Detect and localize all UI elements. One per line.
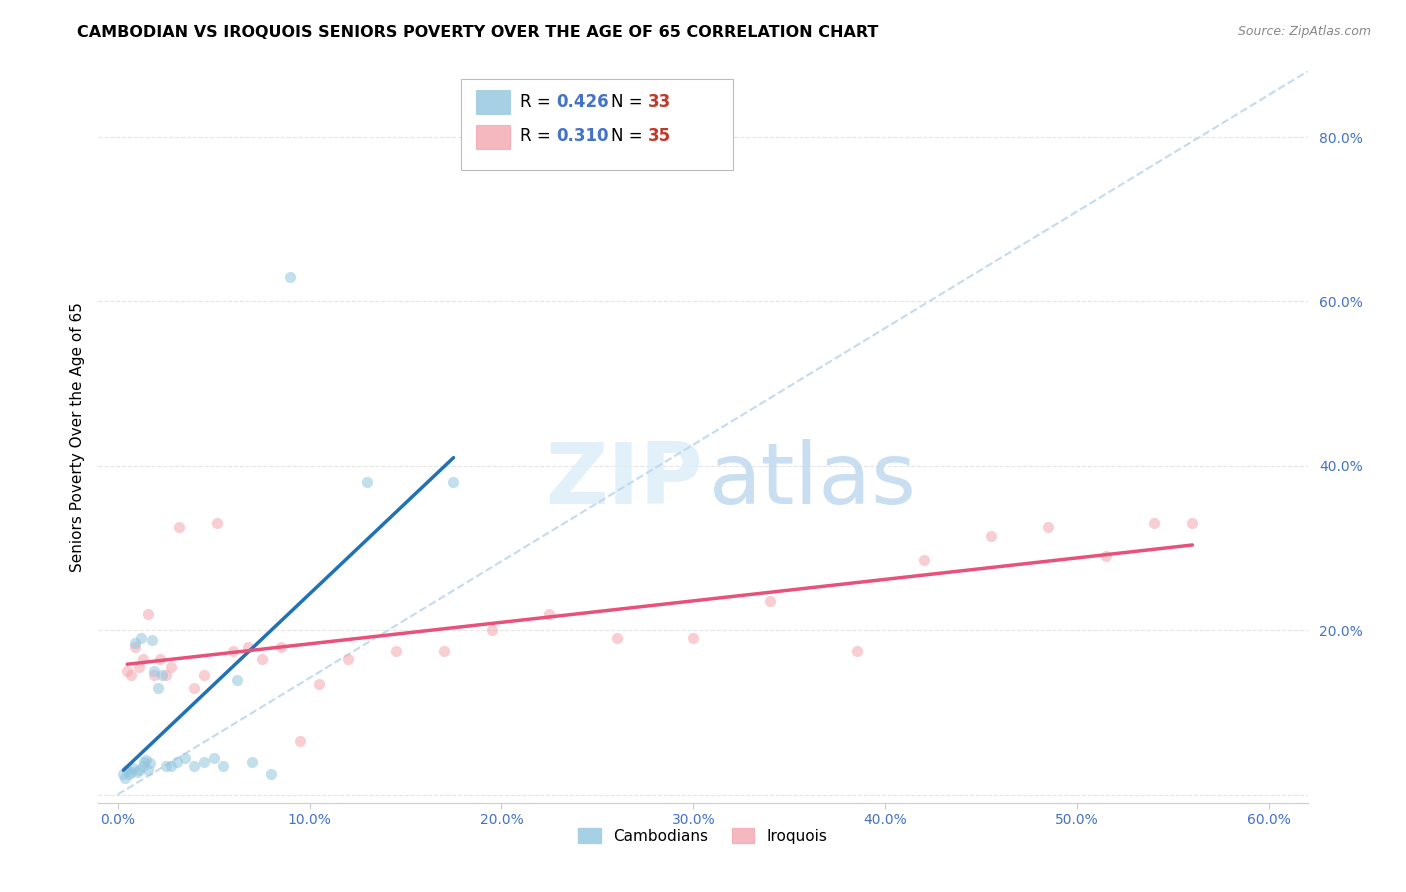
Point [270,640,292,654]
Point [115,665,138,679]
Text: Source: ZipAtlas.com: Source: ZipAtlas.com [1237,25,1371,38]
Point [385,644,408,658]
Text: atlas: atlas [709,440,917,523]
Point [129,632,152,646]
Text: ZIP: ZIP [546,440,703,523]
Point [443,475,465,490]
Legend: Cambodians, Iroquois: Cambodians, Iroquois [572,822,834,850]
Point [280,269,302,284]
Point [136,607,159,621]
Point [160,759,183,773]
Point [222,644,245,658]
Point [131,652,153,666]
Text: N =: N = [612,93,648,112]
Point [131,759,153,773]
Point [112,767,135,781]
Text: 33: 33 [647,93,671,112]
Point [136,763,159,777]
Point [139,756,162,771]
Point [250,652,273,666]
Point [155,668,177,682]
Point [1143,516,1166,531]
Point [124,635,146,649]
Point [124,640,146,654]
Point [336,652,359,666]
Point [260,767,283,781]
Point [149,652,172,666]
Point [606,632,628,646]
Point [128,660,150,674]
Text: R =: R = [520,93,557,112]
Point [166,755,188,769]
Point [114,771,136,785]
Point [193,755,215,769]
Point [118,767,141,781]
Point [1095,549,1118,564]
Point [183,681,205,695]
Point [212,759,235,773]
Point [141,633,163,648]
Point [759,594,782,608]
Point [288,734,311,748]
Point [356,475,378,490]
Point [134,755,156,769]
Point [1181,516,1204,531]
Point [173,750,195,764]
Point [167,520,190,534]
Text: 0.310: 0.310 [557,128,609,145]
Point [146,681,169,695]
Point [143,668,166,682]
Point [122,761,145,775]
Point [240,755,263,769]
Point [845,644,868,658]
Text: CAMBODIAN VS IROQUOIS SENIORS POVERTY OVER THE AGE OF 65 CORRELATION CHART: CAMBODIAN VS IROQUOIS SENIORS POVERTY OV… [77,25,879,40]
Text: 0.426: 0.426 [557,93,609,112]
Point [308,676,330,690]
Point [160,660,183,674]
Point [155,759,177,773]
Point [481,624,503,638]
Point [682,632,704,646]
Text: N =: N = [612,128,648,145]
Point [128,763,150,777]
Point [135,753,157,767]
Point [225,673,247,687]
Text: 35: 35 [647,128,671,145]
Point [115,763,138,777]
Point [193,668,215,682]
Point [120,668,142,682]
Point [912,553,935,567]
FancyBboxPatch shape [461,78,734,170]
Point [183,759,205,773]
Point [143,665,166,679]
FancyBboxPatch shape [475,126,509,149]
Point [1038,520,1060,534]
Point [236,640,259,654]
FancyBboxPatch shape [475,90,509,114]
Point [202,750,225,764]
Text: R =: R = [520,128,557,145]
Y-axis label: Seniors Poverty Over the Age of 65: Seniors Poverty Over the Age of 65 [69,302,84,572]
Point [433,644,456,658]
Point [150,668,173,682]
Point [120,764,142,779]
Point [980,529,1002,543]
Point [207,516,229,531]
Point [125,764,148,779]
Point [538,607,561,621]
